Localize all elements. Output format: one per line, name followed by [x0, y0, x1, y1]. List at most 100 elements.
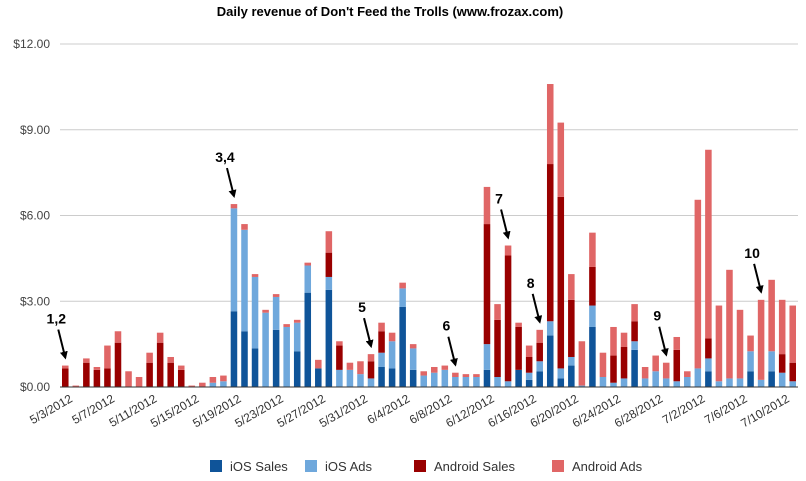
bar-ios-sales	[230, 311, 238, 387]
bar-android-ads	[525, 345, 533, 357]
legend-label: Android Ads	[572, 459, 643, 474]
bar-android-sales	[146, 362, 153, 387]
bar-ios-ads	[694, 368, 702, 387]
bar-ios-sales	[378, 366, 385, 387]
bar-android-ads	[494, 304, 501, 320]
legend-label: Android Sales	[434, 459, 515, 474]
bar-ios-sales	[557, 378, 565, 387]
bar-ios-ads	[431, 372, 438, 387]
bar-ios-ads	[641, 378, 649, 387]
bar-android-sales	[631, 321, 638, 342]
bar-android-sales	[114, 342, 122, 387]
bar-android-ads	[631, 304, 638, 322]
y-tick-label: $6.00	[20, 209, 50, 223]
legend-label: iOS Ads	[325, 459, 372, 474]
bar-android-ads	[705, 149, 712, 339]
bar-android-ads	[736, 309, 744, 379]
gridlines	[60, 43, 798, 388]
bar-ios-ads	[367, 378, 375, 387]
y-tick-label: $3.00	[20, 294, 50, 308]
annotation-arrow	[531, 293, 543, 324]
bar-android-sales	[620, 346, 628, 379]
annotation-arrow	[363, 317, 374, 349]
bar-ios-ads	[441, 369, 449, 387]
bar-android-ads	[272, 294, 280, 297]
bar-android-ads	[304, 262, 312, 266]
annotation-label: 5	[358, 299, 366, 315]
bar-ios-sales	[241, 331, 248, 387]
bar-ios-ads	[599, 376, 607, 387]
bar-ios-ads	[293, 322, 301, 352]
bar-android-ads	[441, 365, 449, 370]
bar-android-ads	[546, 84, 554, 165]
bar-android-ads	[104, 345, 111, 369]
bar-ios-ads	[778, 372, 786, 387]
bar-android-sales	[104, 368, 111, 387]
bar-android-sales	[83, 362, 90, 387]
bar-android-ads	[135, 376, 143, 387]
bar-ios-sales	[399, 306, 406, 387]
bar-android-ads	[789, 305, 796, 363]
bar-android-sales	[367, 361, 375, 379]
x-tick-label: 5/31/2012	[317, 391, 371, 430]
legend-swatch	[414, 460, 426, 472]
bar-ios-ads	[325, 276, 333, 290]
bar-ios-ads	[525, 372, 533, 380]
bar-ios-ads	[757, 379, 765, 387]
bar-android-sales	[93, 369, 101, 387]
bar-ios-sales	[293, 351, 301, 387]
y-tick-label: $12.00	[13, 37, 50, 51]
bar-ios-ads	[336, 369, 343, 387]
bar-android-ads	[599, 352, 607, 377]
x-tick-label: 6/28/2012	[612, 391, 666, 430]
bar-android-ads	[251, 274, 259, 277]
bar-ios-ads	[546, 321, 554, 336]
bar-ios-sales	[388, 368, 396, 387]
bar-android-sales	[546, 164, 554, 322]
bar-android-sales	[62, 368, 69, 387]
legend: iOS Sales iOS Ads Android Sales Android Ads	[210, 459, 643, 474]
bar-android-ads	[293, 319, 301, 323]
bar-ios-ads	[715, 381, 723, 387]
annotation-arrow	[447, 336, 458, 367]
bar-ios-ads	[705, 358, 712, 372]
bar-ios-sales	[315, 368, 322, 387]
bar-android-ads	[694, 199, 702, 369]
bar-ios-ads	[420, 375, 427, 387]
bar-ios-ads	[736, 378, 744, 387]
chart-title: Daily revenue of Don't Feed the Trolls (…	[217, 4, 563, 19]
y-tick-label: $9.00	[20, 123, 50, 137]
bar-ios-ads	[789, 381, 796, 387]
bar-ios-sales	[409, 369, 417, 387]
x-axis-ticks: 5/3/20125/7/20125/11/20125/15/20125/19/2…	[27, 391, 792, 430]
bar-ios-ads	[462, 376, 470, 387]
bar-ios-ads	[399, 288, 406, 307]
bar-android-ads	[230, 204, 238, 209]
bar-android-sales	[589, 266, 596, 306]
bar-android-ads	[409, 344, 417, 349]
annotation-label: 9	[653, 308, 661, 324]
bar-android-sales	[610, 355, 617, 383]
bar-android-ads	[93, 366, 101, 370]
bar-ios-ads	[610, 382, 617, 387]
x-tick-label: 7/2/2012	[660, 391, 708, 427]
bar-android-ads	[325, 231, 333, 253]
annotation-label: 10	[744, 245, 760, 261]
bar-ios-ads	[557, 368, 565, 379]
bar-ios-ads	[747, 351, 754, 372]
bar-ios-sales	[768, 371, 775, 387]
bar-ios-ads	[652, 371, 659, 387]
bar-ios-ads	[483, 344, 491, 370]
bar-ios-ads	[304, 265, 312, 293]
bar-android-ads	[641, 366, 649, 379]
bar-ios-sales	[483, 369, 491, 387]
bar-ios-ads	[209, 382, 217, 387]
y-tick-label: $0.00	[20, 380, 50, 394]
bar-android-ads	[726, 269, 733, 379]
bar-ios-sales	[546, 335, 554, 387]
bar-ios-ads	[378, 352, 385, 367]
bar-ios-ads	[662, 378, 670, 387]
bar-ios-ads	[283, 326, 290, 387]
bar-android-sales	[525, 356, 533, 373]
bar-ios-ads	[272, 296, 280, 330]
